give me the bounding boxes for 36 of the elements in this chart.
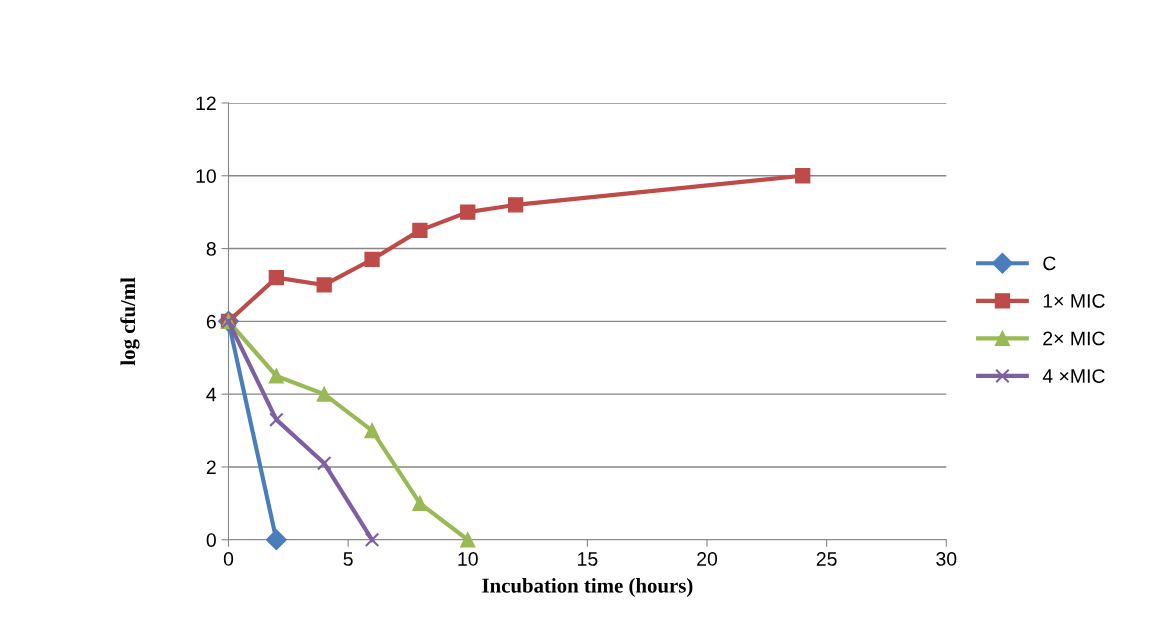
x-tick-label: 5 xyxy=(343,552,353,566)
y-tick-label: 4 xyxy=(206,387,217,402)
x-tick-label: 0 xyxy=(223,552,234,566)
y-tick-label: 0 xyxy=(206,533,216,547)
y-tick-label: 12 xyxy=(196,96,216,111)
x-tick-label: 25 xyxy=(816,552,837,566)
x-tick-label: 10 xyxy=(458,552,478,566)
y-tick-label: 10 xyxy=(196,169,216,183)
legend-label: C xyxy=(1043,256,1056,271)
point xyxy=(268,368,284,384)
point xyxy=(269,412,284,427)
point xyxy=(268,270,284,286)
legend-label: 4 ×MIC xyxy=(1042,369,1105,383)
y-axis-title: log cfu/ml xyxy=(120,277,140,366)
point xyxy=(316,277,332,293)
point xyxy=(316,456,332,471)
y-tick-label: 2 xyxy=(206,460,216,475)
legend-label: 2× MIC xyxy=(1043,331,1105,346)
point xyxy=(460,204,476,220)
x-tick-label: 20 xyxy=(697,552,718,566)
y-tick-label: 6 xyxy=(206,314,216,329)
point xyxy=(460,532,476,548)
x-tick-label: 30 xyxy=(936,552,957,566)
point xyxy=(364,422,380,439)
point xyxy=(412,495,428,511)
point xyxy=(316,386,332,402)
point xyxy=(265,529,287,551)
point xyxy=(412,222,428,238)
point xyxy=(795,168,811,184)
point xyxy=(364,251,380,268)
y-tick-label: 8 xyxy=(206,242,216,256)
x-axis-title: Incubation time (hours) xyxy=(482,578,693,597)
point xyxy=(364,532,380,548)
point xyxy=(507,197,524,213)
x-tick-label: 15 xyxy=(578,552,598,566)
legend-label: 1× MIC xyxy=(1043,294,1105,308)
